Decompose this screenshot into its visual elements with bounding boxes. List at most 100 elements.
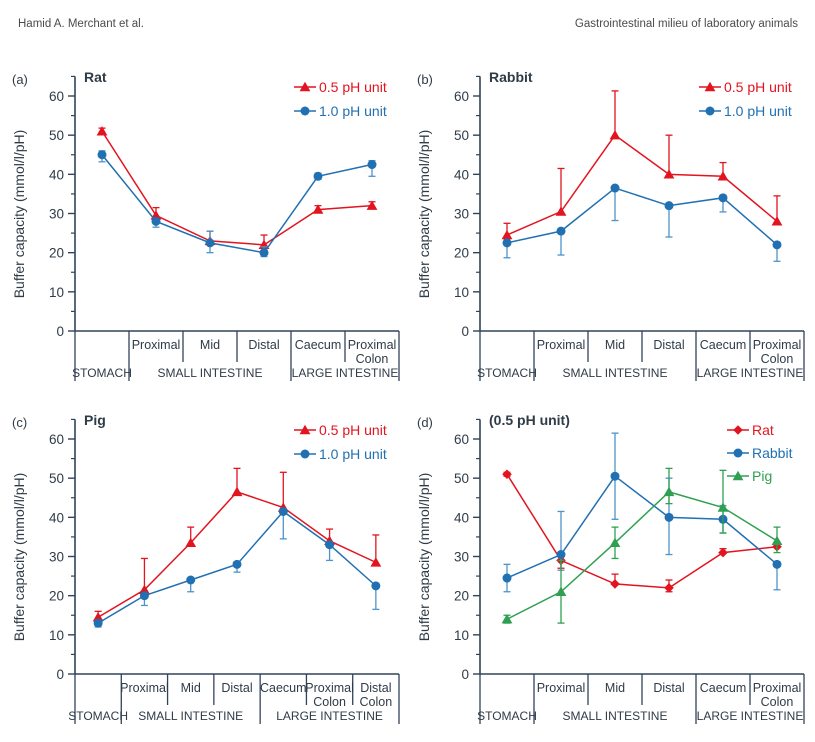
chart-title: Pig — [84, 412, 106, 428]
legend-item-1-0-ph-unit: 1.0 pH unit — [294, 446, 387, 462]
legend: Rat Rabbit Pig — [727, 422, 793, 484]
legend-label: 0.5 pH unit — [724, 79, 792, 95]
segment-label: Colon — [761, 695, 794, 709]
segment-label: Mid — [181, 681, 201, 695]
segment-label: Colon — [356, 352, 389, 366]
panel-label: (b) — [417, 72, 433, 87]
legend: 0.5 pH unit 1.0 pH unit — [699, 79, 792, 119]
legend-item-0-5-ph-unit: 0.5 pH unit — [699, 79, 792, 95]
region-group-label: LARGE INTESTINE — [697, 366, 804, 380]
series-markers — [502, 471, 782, 583]
series-markers — [501, 129, 783, 240]
legend: 0.5 pH unit 1.0 pH unit — [294, 422, 387, 462]
legend: 0.5 pH unit 1.0 pH unit — [294, 79, 387, 119]
series-markers — [502, 469, 782, 593]
segment-label: Proximal — [753, 338, 802, 352]
series-0-5-ph-unit — [96, 126, 378, 250]
series-line — [101, 154, 373, 254]
segment-label: Distal — [653, 338, 684, 352]
y-axis-label: Buffer capacity (mmol/l/pH) — [11, 473, 27, 642]
y-tick-label: 40 — [454, 167, 469, 182]
chart-b: (b) Rabbit 0 10 20 30 40 50 60 Buffer capacity (m… — [416, 69, 805, 381]
y-tick-label: 30 — [454, 207, 469, 222]
y-tick-label: 60 — [49, 89, 64, 104]
y-tick-label: 10 — [454, 285, 469, 300]
region-group-label: SMALL INTESTINE — [563, 709, 668, 723]
region-group-label: LARGE INTESTINE — [292, 366, 399, 380]
legend-item-0-5-ph-unit: 0.5 pH unit — [294, 79, 387, 95]
chart-d: (d) (0.5 pH unit) 0 10 20 30 40 50 60 Buffer capa… — [416, 412, 805, 724]
chart-panel-d: (d) (0.5 pH unit) 0 10 20 30 40 50 60 Buffer capa… — [413, 397, 813, 737]
series-rat — [502, 469, 782, 593]
legend-label: 0.5 pH unit — [319, 79, 387, 95]
panel-label: (c) — [12, 415, 27, 430]
segment-label: Proximal — [537, 338, 586, 352]
y-tick-label: 20 — [454, 246, 469, 261]
y-tick-label: 20 — [49, 589, 64, 604]
y-tick-label: 50 — [49, 128, 64, 143]
series-line — [101, 130, 373, 246]
header-running-author: Hamid A. Merchant et al. — [18, 18, 144, 30]
region-group-label: STOMACH — [477, 366, 537, 380]
y-tick-label: 50 — [49, 471, 64, 486]
segment-label: Mid — [200, 338, 220, 352]
header-running-title: Gastrointestinal milieu of laboratory an… — [574, 18, 798, 30]
legend-item-1-0-ph-unit: 1.0 pH unit — [699, 103, 792, 119]
legend-label: Pig — [752, 468, 772, 484]
y-ticks: 0 10 20 30 40 50 60 — [49, 418, 75, 682]
segment-label: Distal — [653, 681, 684, 695]
segment-label: Proximal — [753, 681, 802, 695]
y-axis-label: Buffer capacity (mmol/l/pH) — [416, 130, 432, 299]
y-tick-label: 60 — [49, 432, 64, 447]
y-ticks: 0 10 20 30 40 50 60 — [49, 75, 75, 339]
segment-label: Mid — [605, 338, 625, 352]
series-line — [506, 187, 778, 246]
segment-label: Proximal — [348, 338, 397, 352]
y-tick-label: 30 — [49, 207, 64, 222]
panel-label: (a) — [12, 72, 28, 87]
series-1-0-ph-unit — [93, 506, 381, 628]
segment-label: Distal — [221, 681, 252, 695]
y-ticks: 0 10 20 30 40 50 60 — [454, 75, 480, 339]
chart-title: Rat — [84, 69, 107, 85]
region-group-label: STOMACH — [68, 709, 128, 723]
segment-label: Distal — [248, 338, 279, 352]
legend-label: 1.0 pH unit — [319, 103, 387, 119]
y-tick-label: 40 — [454, 510, 469, 525]
y-tick-label: 40 — [49, 167, 64, 182]
series-pig — [501, 467, 783, 624]
legend-label: Rabbit — [752, 445, 793, 461]
legend-label: 1.0 pH unit — [319, 446, 387, 462]
legend-item-pig: Pig — [727, 468, 772, 484]
y-tick-label: 0 — [56, 667, 64, 682]
series-rabbit — [502, 432, 782, 593]
series-markers — [97, 150, 377, 258]
legend-label: 1.0 pH unit — [724, 103, 792, 119]
series-0-5-ph-unit — [501, 90, 783, 240]
y-tick-label: 40 — [49, 510, 64, 525]
legend-item-rat: Rat — [727, 422, 774, 438]
segment-label: Mid — [605, 681, 625, 695]
segment-label: Proximal — [305, 681, 354, 695]
legend-label: Rat — [752, 422, 774, 438]
y-tick-label: 50 — [454, 128, 469, 143]
chart-c: (c) Pig 0 10 20 30 40 50 60 Buffer capacity (mmol… — [11, 412, 400, 724]
legend-item-0-5-ph-unit: 0.5 pH unit — [294, 422, 387, 438]
chart-panel-b: (b) Rabbit 0 10 20 30 40 50 60 Buffer capacity (m… — [413, 54, 813, 394]
legend-item-1-0-ph-unit: 1.0 pH unit — [294, 103, 387, 119]
y-tick-label: 30 — [49, 550, 64, 565]
segment-label: Caecum — [700, 338, 747, 352]
region-group-label: SMALL INTESTINE — [138, 709, 243, 723]
segment-label: Proximal — [132, 338, 181, 352]
y-tick-label: 0 — [461, 324, 469, 339]
y-ticks: 0 10 20 30 40 50 60 — [454, 418, 480, 682]
y-tick-label: 0 — [461, 667, 469, 682]
y-axis-label: Buffer capacity (mmol/l/pH) — [11, 130, 27, 299]
series-markers — [502, 183, 782, 250]
series-markers — [93, 506, 381, 628]
legend-label: 0.5 pH unit — [319, 422, 387, 438]
segment-label: Caecum — [700, 681, 747, 695]
x-axis-footer: Proximal Mid Distal CaecumProximalColonDist… — [68, 674, 400, 724]
x-axis-footer: Proximal Mid Distal Caecum ProximalColonSTOM… — [72, 331, 400, 381]
series-line — [506, 475, 778, 579]
